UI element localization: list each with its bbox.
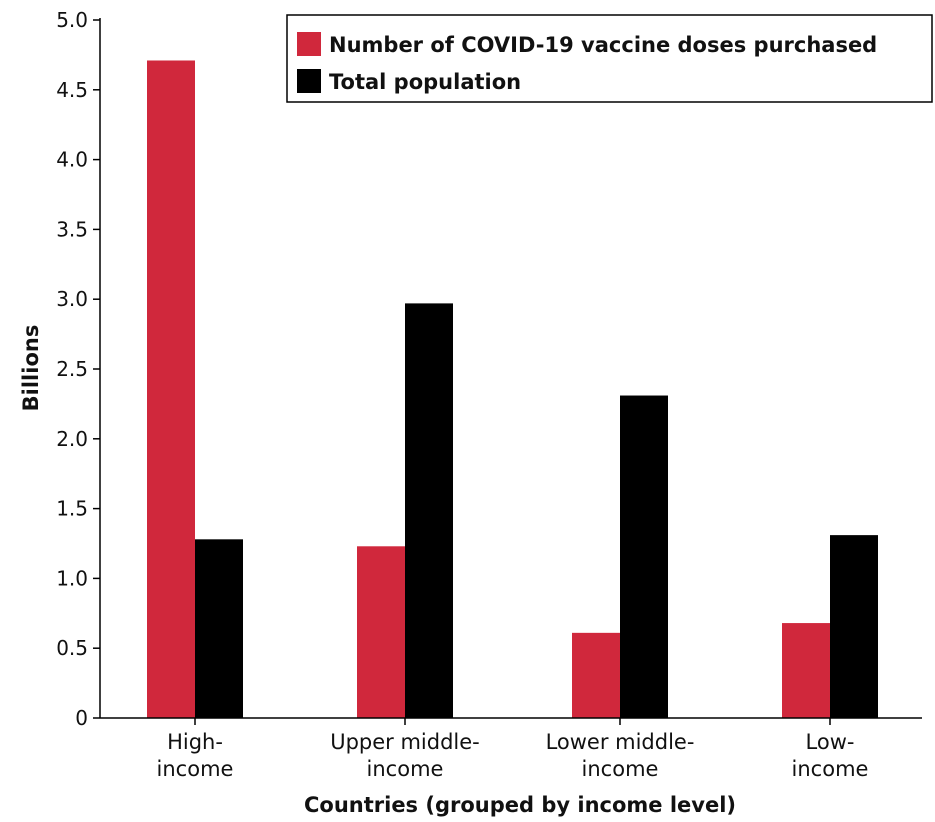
legend-box [286,14,933,103]
x-tick-label: income [582,757,659,781]
x-tick-label: Low- [806,730,855,754]
bar-doses [572,632,620,718]
bars-group [147,60,878,718]
x-tick-label: Lower middle- [546,730,695,754]
y-tick-label: 5.0 [56,8,88,32]
x-tick-label: High- [167,730,223,754]
y-tick-label: 2.5 [56,357,88,381]
y-tick-label: 3.5 [56,217,88,241]
y-tick-label: 4.5 [56,78,88,102]
x-tick-label: income [157,757,234,781]
y-tick-label: 0.5 [56,636,88,660]
bar-population [195,539,243,718]
y-tick-label: 0 [75,706,88,730]
legend-label-doses: Number of COVID-19 vaccine doses purchas… [329,33,877,57]
x-axis: High-income Upper middle-income Lower midd… [100,717,922,781]
legend-swatch-population [297,69,321,93]
x-tick-label: Upper middle- [330,730,480,754]
bar-population [405,303,453,718]
bar-doses [782,623,830,718]
y-axis: 0 0.5 1.0 1.5 2.0 2.5 3.0 3.5 4.0 4.5 5.0 [56,8,101,730]
legend-label-population: Total population [329,70,521,94]
x-axis-title: Countries (grouped by income level) [304,793,736,817]
y-tick-label: 3.0 [56,287,88,311]
x-tick-label: income [792,757,869,781]
legend: Number of COVID-19 vaccine doses purchas… [286,14,933,103]
bar-population [830,535,878,718]
y-tick-label: 1.5 [56,497,88,521]
y-axis-title: Billions [19,325,43,412]
y-tick-label: 1.0 [56,566,88,590]
bar-doses [357,546,405,718]
y-tick-label: 2.0 [56,427,88,451]
bar-population [620,395,668,718]
legend-swatch-doses [297,32,321,56]
y-tick-label: 4.0 [56,148,88,172]
x-tick-label: income [367,757,444,781]
bar-doses [147,60,195,718]
